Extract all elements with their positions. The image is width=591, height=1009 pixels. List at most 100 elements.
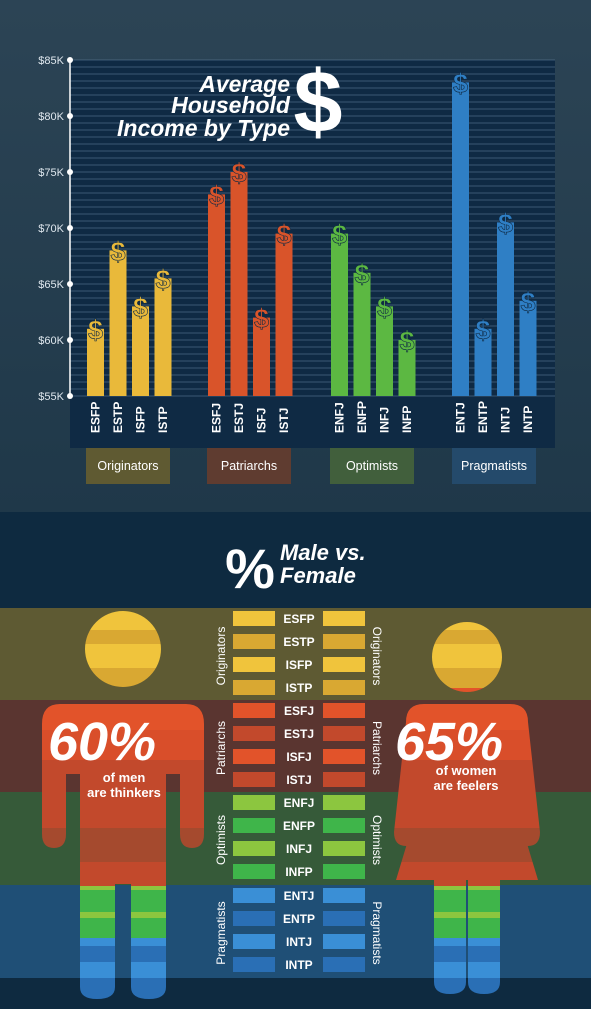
bar-dollar-marker: $	[110, 236, 125, 266]
bar-infp	[398, 340, 416, 396]
bar-dollar-marker: $	[209, 180, 224, 210]
bar-dollar-marker: $	[498, 208, 513, 238]
y-tick-dot	[67, 225, 73, 231]
legend-swatch-right	[323, 657, 365, 672]
x-tick-label: INFJ	[378, 407, 392, 433]
male-caption: are thinkers	[87, 785, 161, 800]
y-tick-label: $80K	[38, 111, 64, 123]
bar-enfp	[353, 272, 371, 396]
chart-title-line: Average	[198, 71, 290, 97]
male-stat: 60%	[48, 712, 156, 772]
y-tick-dot	[67, 337, 73, 343]
legend-swatch-right	[323, 680, 365, 695]
x-tick-label: ENTP	[476, 401, 490, 433]
x-tick-label: ISFJ	[255, 408, 269, 433]
dollar-icon: $	[294, 52, 343, 151]
legend-swatch-right	[323, 749, 365, 764]
chart-title-line: Income by Type	[117, 115, 290, 141]
bar-infj	[376, 306, 393, 396]
legend-type-isfj: ISFJ	[286, 750, 311, 764]
bar-esfj	[208, 194, 225, 396]
legend-swatch-left	[233, 934, 275, 949]
legend-swatch-left	[233, 703, 275, 718]
legend-group-label-right: Optimists	[370, 815, 384, 865]
legend-group-label-left: Pragmatists	[214, 901, 228, 964]
legend-swatch-right	[323, 703, 365, 718]
group-label: Originators	[97, 459, 158, 473]
bar-dollar-marker: $	[88, 315, 103, 345]
legend-swatch-right	[323, 911, 365, 926]
y-tick-label: $70K	[38, 223, 64, 235]
legend-optimists: ENFJ ENFP INFJ INFP Optimists Optimists	[214, 795, 384, 879]
x-tick-label: ISFP	[134, 406, 148, 433]
group-patriarchs: $ ESFJ $ ESTJ $ ISFJ $ ISTJ Patriarchs	[207, 158, 293, 484]
legend-swatch-left	[233, 749, 275, 764]
legend-type-entp: ENTP	[283, 912, 315, 926]
legend-swatch-left	[233, 634, 275, 649]
legend-type-esfj: ESFJ	[284, 704, 314, 718]
bar-estp	[109, 250, 127, 396]
bar-enfj	[331, 233, 348, 396]
x-tick-label: ENFJ	[333, 402, 347, 433]
bar-isfp	[132, 306, 149, 396]
y-tick-label: $65K	[38, 279, 64, 291]
legend-group-label-left: Optimists	[214, 815, 228, 865]
y-tick-dot	[67, 169, 73, 175]
y-tick-dot	[67, 113, 73, 119]
bar-istp	[154, 278, 172, 396]
legend-swatch-right	[323, 864, 365, 879]
x-tick-label: ESTP	[111, 402, 125, 433]
bar-entj	[452, 82, 469, 397]
legend-swatch-right	[323, 818, 365, 833]
legend-type-infp: INFP	[285, 865, 312, 879]
group-optimists: $ ENFJ $ ENFP $ INFJ $ INFP Optimists	[330, 219, 416, 484]
legend-type-estj: ESTJ	[284, 727, 314, 741]
legend-swatch-right	[323, 957, 365, 972]
group-pragmatists: $ ENTJ $ ENTP $ INTJ $ INTP Pragmatists	[452, 68, 537, 484]
group-originators: $ ESFP $ ESTP $ ISFP $ ISTP Originators	[86, 236, 172, 484]
bar-intp	[519, 300, 537, 396]
legend-swatch-right	[323, 634, 365, 649]
legend-swatch-left	[233, 795, 275, 810]
group-label-box	[452, 448, 536, 484]
gender-title-line: Female	[280, 563, 356, 588]
bar-dollar-marker: $	[231, 158, 246, 188]
income-section: $85K $80K $75K $70K $65K $60K $55K Average House…	[0, 0, 591, 512]
legend-type-intj: INTJ	[286, 935, 312, 949]
legend-group-label-left: Patriarchs	[214, 721, 228, 775]
legend-type-istp: ISTP	[286, 681, 313, 695]
y-tick-label: $55K	[38, 391, 64, 403]
legend-swatch-left	[233, 957, 275, 972]
bar-dollar-marker: $	[133, 292, 148, 322]
legend-type-istj: ISTJ	[286, 773, 311, 787]
legend-group-label-right: Pragmatists	[370, 901, 384, 964]
gender-title-line: Male vs.	[280, 540, 366, 565]
legend-group-label-right: Originators	[370, 627, 384, 686]
x-tick-label: ESFJ	[210, 403, 224, 433]
bar-dollar-marker: $	[276, 220, 291, 250]
chart-title-line: Household	[171, 92, 291, 118]
female-caption: are feelers	[433, 778, 498, 793]
percent-icon: %	[225, 537, 275, 600]
x-tick-label: ENTJ	[454, 402, 468, 433]
x-tick-label: ESFP	[89, 402, 103, 433]
legend-type-enfp: ENFP	[283, 819, 315, 833]
legend-swatch-right	[323, 841, 365, 856]
bar-dollar-marker: $	[453, 68, 468, 98]
bar-estj	[230, 172, 248, 396]
group-label-box	[86, 448, 170, 484]
legend-swatch-left	[233, 911, 275, 926]
legend-originators: ESFP ESTP ISFP ISTP Originators Originators	[214, 611, 384, 695]
legend-swatch-right	[323, 795, 365, 810]
legend-swatch-left	[233, 657, 275, 672]
legend-swatch-left	[233, 841, 275, 856]
group-label-box	[207, 448, 291, 484]
bar-dollar-marker: $	[155, 264, 170, 294]
x-tick-label: INTP	[521, 406, 535, 433]
legend-group-label-left: Originators	[214, 627, 228, 686]
group-label: Optimists	[346, 459, 398, 473]
group-label: Pragmatists	[461, 459, 527, 473]
legend-swatch-right	[323, 934, 365, 949]
legend-pragmatists: ENTJ ENTP INTJ INTP Pragmatists Pragmatists	[214, 888, 384, 972]
